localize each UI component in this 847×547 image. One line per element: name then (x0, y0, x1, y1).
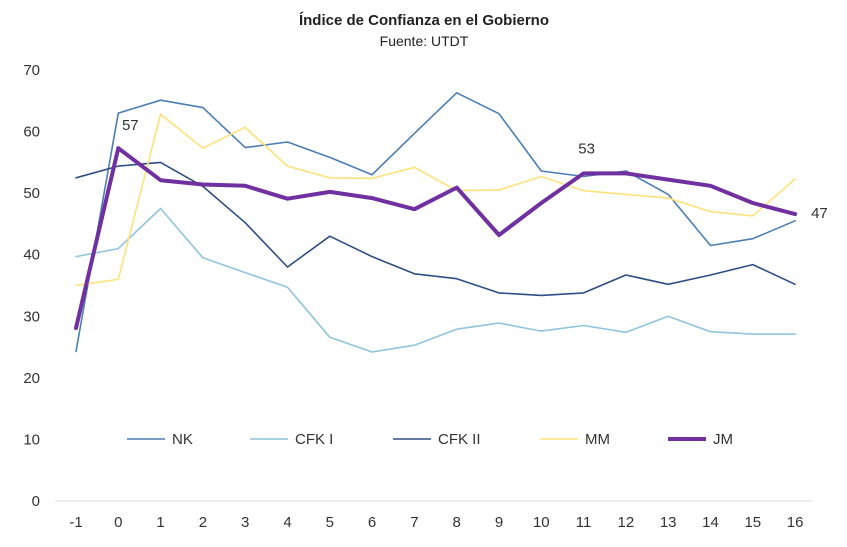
series-line-nk (75, 92, 796, 353)
legend-label: CFK I (295, 431, 333, 448)
x-tick-label: 10 (533, 514, 550, 531)
x-tick-label: 2 (199, 514, 207, 531)
x-tick-label: 1 (156, 514, 164, 531)
chart-subtitle: Fuente: UTDT (380, 33, 469, 49)
legend-label: NK (172, 431, 193, 448)
y-tick-label: 50 (23, 185, 40, 202)
y-tick-label: 70 (23, 62, 40, 79)
x-tick-label: 0 (114, 514, 122, 531)
legend: NK CFK I CFK II MM JM (127, 431, 733, 448)
x-tick-label: 14 (702, 514, 719, 531)
x-tick-label: 15 (744, 514, 761, 531)
series-line-jm (74, 146, 798, 330)
x-tick-label: 3 (241, 514, 249, 531)
x-tick-label: 13 (660, 514, 677, 531)
x-tick-label: 9 (495, 514, 503, 531)
x-tick-label: 7 (410, 514, 418, 531)
legend-label: MM (585, 431, 610, 448)
annotations: 57 53 47 (122, 117, 828, 222)
series-line-mm (75, 113, 796, 287)
y-tick-label: 10 (23, 431, 40, 448)
x-tick-label: -1 (69, 514, 82, 531)
legend-label: JM (713, 431, 733, 448)
series-line-cfk-i (75, 207, 796, 353)
legend-label: CFK II (438, 431, 481, 448)
series-layer (74, 92, 798, 353)
y-tick-label: 20 (23, 370, 40, 387)
x-tick-label: 12 (618, 514, 635, 531)
data-label: 53 (578, 140, 595, 157)
y-tick-label: 0 (32, 493, 40, 510)
y-tick-label: 40 (23, 247, 40, 264)
x-tick-label: 11 (576, 514, 592, 531)
y-axis: 0 10 20 30 40 50 60 70 (23, 62, 40, 510)
y-tick-label: 30 (23, 308, 40, 325)
x-tick-label: 4 (283, 514, 291, 531)
x-tick-label: 6 (368, 514, 376, 531)
data-label: 57 (122, 117, 139, 134)
data-label: 47 (811, 205, 828, 222)
x-tick-label: 16 (787, 514, 804, 531)
x-tick-label: 5 (326, 514, 334, 531)
y-tick-label: 60 (23, 124, 40, 141)
x-axis: -1 0 1 2 3 4 5 6 7 8 9 10 11 12 13 14 15 16 (69, 514, 803, 531)
x-tick-label: 8 (453, 514, 461, 531)
chart-title: Índice de Confianza en el Gobierno (299, 12, 549, 29)
